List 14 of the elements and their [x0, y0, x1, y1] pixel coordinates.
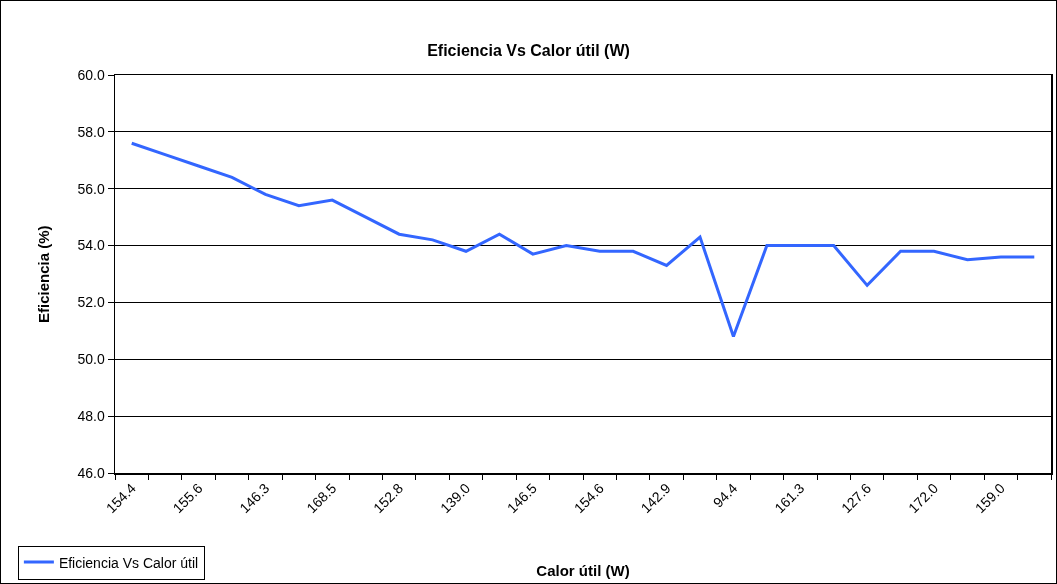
y-tick-label: 46.0 [77, 464, 105, 481]
y-tick-label: 48.0 [77, 408, 105, 425]
chart-title: Eficiencia Vs Calor útil (W) [427, 42, 630, 60]
line-series [130, 141, 1036, 339]
y-tick-label: 56.0 [77, 180, 105, 197]
x-axis-title: Calor útil (W) [536, 561, 630, 579]
legend-label: Eficiencia Vs Calor útil [58, 554, 199, 571]
y-tick-label: 50.0 [77, 351, 105, 368]
x-tick-label: 94.4 [709, 479, 741, 511]
y-axis-title: Eficiencia (%) [35, 225, 52, 323]
y-tick-label: 52.0 [77, 294, 105, 311]
y-tick-label: 54.0 [77, 237, 105, 254]
y-tick-label: 58.0 [77, 123, 105, 140]
y-tick-label: 60.0 [77, 66, 105, 83]
